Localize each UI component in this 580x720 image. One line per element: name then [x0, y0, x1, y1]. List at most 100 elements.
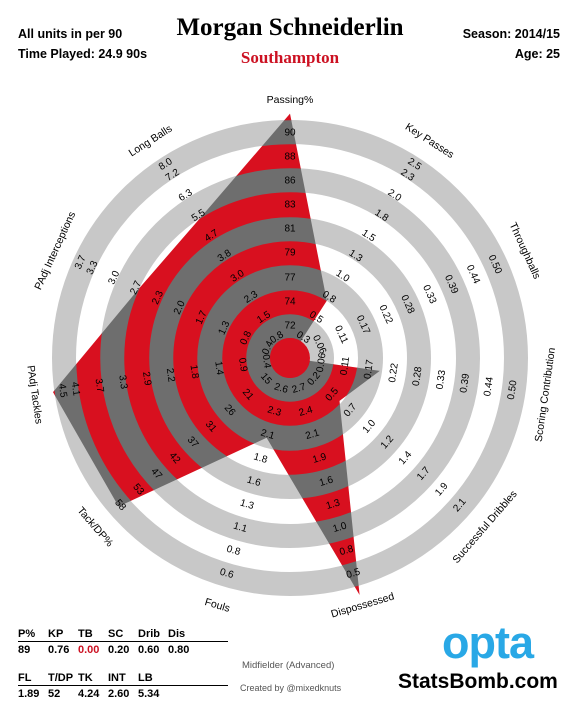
stat-value: 0.60 — [138, 644, 160, 656]
stat-label: T/DP — [48, 672, 74, 684]
tick-label: 1.8 — [252, 451, 269, 466]
tick-label: 2.7 — [291, 381, 308, 396]
stat-label: Drib — [138, 628, 160, 640]
stat-label: TK — [78, 672, 93, 684]
tick-label: 0.8 — [225, 544, 242, 559]
stat-label: TB — [78, 628, 93, 640]
tick-label: 2.1 — [304, 427, 321, 442]
tick-label: 0.39 — [458, 372, 472, 393]
player-name: Morgan Schneiderlin — [176, 14, 404, 41]
tick-label: 1.9 — [311, 451, 328, 466]
tick-label: 1.4 — [212, 361, 225, 377]
credit-label: Created by @mixedknuts — [240, 683, 342, 693]
radar-center — [270, 338, 310, 378]
stats-divider — [18, 641, 228, 642]
stat-label: P% — [18, 628, 36, 640]
tick-label: 2.3 — [150, 289, 166, 307]
stat-value: 5.34 — [138, 688, 160, 700]
tick-label: 2.2 — [164, 368, 177, 384]
tick-label: 3.3 — [116, 374, 129, 390]
stat-value: 52 — [48, 688, 61, 700]
tick-label: 0.44 — [482, 376, 496, 397]
tick-label: 0.6 — [218, 567, 235, 582]
stat-label: INT — [108, 672, 126, 684]
tick-label: 81 — [284, 224, 296, 235]
tick-label: 4.1 — [69, 381, 82, 397]
stat-label: SC — [108, 628, 124, 640]
stat-label: LB — [138, 672, 153, 684]
stat-value: 4.24 — [78, 688, 100, 700]
tick-label: 1.3 — [217, 319, 233, 337]
tick-label: 0.33 — [420, 283, 438, 306]
tick-label: 1.0 — [332, 520, 349, 535]
season: Season: 2014/15 — [462, 27, 560, 41]
axis-name: Passing% — [267, 94, 314, 106]
tick-label: 1.6 — [245, 475, 262, 490]
tick-label: 0.06 — [315, 352, 329, 373]
stats-table: P% KP TB SC Drib Dis 89 0.76 0.00 0.20 0.60 0.80 F… — [18, 628, 228, 700]
stats-row2-labels: FL T/DP TK INT LB — [18, 672, 228, 684]
stat-value: 0.00 — [78, 644, 100, 656]
team-name: Southampton — [240, 48, 340, 67]
role-label: Midfielder (Advanced) — [242, 660, 335, 671]
tick-label: 1.3 — [325, 497, 342, 512]
stat-label: Dis — [168, 628, 186, 640]
tick-label: 2.0 — [172, 299, 188, 317]
opta-logo: opta — [442, 617, 534, 668]
tick-label: 74 — [284, 297, 296, 308]
tick-label: 0.22 — [387, 362, 401, 383]
axis-name: Fouls — [203, 596, 231, 615]
stat-value: 2.60 — [108, 688, 130, 700]
tick-label: 0.17 — [362, 359, 376, 380]
stats-row1-labels: P% KP TB SC Drib Dis — [18, 628, 228, 640]
tick-label: 0.33 — [435, 369, 449, 390]
header-right: Season: 2014/15 Age: 25 — [463, 24, 560, 64]
stat-value: 89 — [18, 644, 31, 656]
tick-label: 79 — [284, 248, 296, 259]
stat-value: 0.20 — [108, 644, 130, 656]
tick-label: 4.5 — [56, 383, 69, 399]
tick-label: 2.3 — [266, 404, 283, 419]
tick-label: 3.0 — [107, 269, 123, 287]
tick-label: 88 — [284, 152, 296, 163]
tick-label: 0.9 — [236, 357, 249, 373]
tick-label: 1.3 — [239, 498, 256, 513]
tick-label: 1.4 — [397, 449, 415, 467]
tick-label: 0.4 — [260, 354, 273, 370]
tick-label: 2.1 — [259, 428, 276, 443]
time-played: Time Played: 24.9 90s — [18, 47, 148, 61]
stat-value: 0.76 — [48, 644, 70, 656]
tick-label: 0.11 — [332, 324, 350, 346]
tick-label: 90 — [284, 128, 296, 139]
tick-label: 3.7 — [93, 378, 106, 394]
tick-label: 1.7 — [194, 309, 210, 327]
tick-label: 0.5 — [345, 567, 362, 582]
axis-name: Dispossessed — [330, 590, 396, 620]
axis-name: PAdj Tackles — [24, 365, 44, 425]
stat-label: FL — [18, 672, 32, 684]
tick-label: 3.3 — [85, 259, 101, 277]
tick-label: 0.44 — [464, 263, 482, 286]
tick-label: 77 — [284, 273, 296, 284]
axis-name: Throughballs — [507, 221, 543, 281]
stat-label: KP — [48, 628, 64, 640]
tick-label: 3.7 — [73, 253, 89, 271]
tick-label: 0.8 — [338, 544, 355, 559]
tick-label: 2.7 — [128, 279, 144, 297]
tick-label: 0.4 — [260, 339, 276, 357]
tick-label: 72 — [284, 321, 296, 332]
tick-label: 1.8 — [188, 364, 201, 380]
tick-label: 1.9 — [433, 480, 451, 498]
stats-divider — [18, 685, 228, 686]
tick-label: 0.11 — [339, 356, 353, 377]
stat-value: 1.89 — [18, 688, 40, 700]
header-left: All units in per 90 Time Played: 24.9 90… — [18, 24, 147, 64]
stat-value: 0.80 — [168, 644, 190, 656]
stats-row2-values: 1.89 52 4.24 2.60 5.34 — [18, 688, 228, 700]
axis-name: Scoring Contribution — [533, 347, 558, 443]
units-note: All units in per 90 — [18, 27, 123, 41]
age: Age: 25 — [514, 47, 560, 61]
tick-label: 1.1 — [232, 521, 249, 536]
tick-label: 0.28 — [411, 366, 425, 387]
